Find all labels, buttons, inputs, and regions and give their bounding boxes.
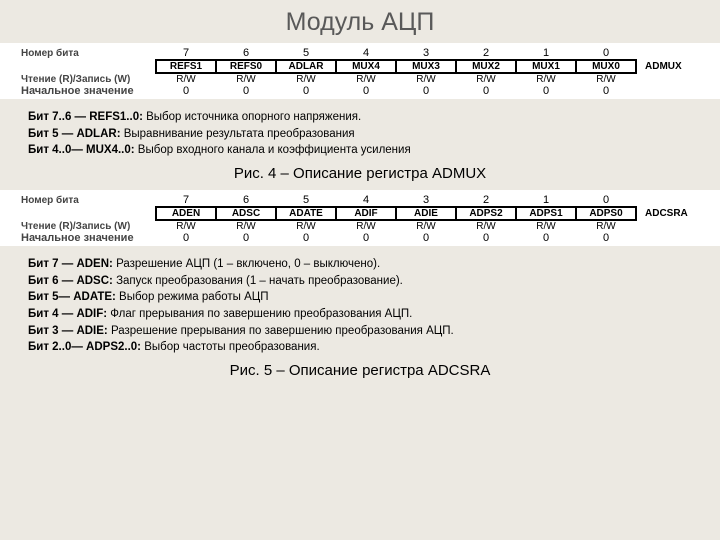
- row-label-bitnum: Номер бита: [15, 47, 156, 60]
- bit-cell: ADSC: [216, 207, 276, 220]
- bit-cell: ADLAR: [276, 60, 336, 73]
- bit-cell: ADPS0: [576, 207, 636, 220]
- row-label-bitnum: Номер бита: [15, 194, 156, 207]
- page-title: Модуль АЦП: [0, 8, 720, 37]
- row-label-rw: Чтение (R)/Запись (W): [15, 73, 156, 85]
- row-label-init: Начальное значение: [15, 232, 156, 244]
- bit-cell: MUX0: [576, 60, 636, 73]
- bit-cell: ADATE: [276, 207, 336, 220]
- bit-cell: MUX2: [456, 60, 516, 73]
- row-label-init: Начальное значение: [15, 85, 156, 97]
- bit-cell: ADPS2: [456, 207, 516, 220]
- bit-cell: ADIF: [336, 207, 396, 220]
- bit-cell: MUX1: [516, 60, 576, 73]
- bit-cell: REFS1: [156, 60, 216, 73]
- bit-cell: REFS0: [216, 60, 276, 73]
- bit-cell: ADEN: [156, 207, 216, 220]
- figure-5-caption: Рис. 5 – Описание регистра ADCSRA: [0, 362, 720, 379]
- register-admux-table: Номер бита 7 6 5 4 3 2 1 0 REFS1 REFS0 A…: [0, 43, 720, 99]
- bit-cell: MUX3: [396, 60, 456, 73]
- admux-description: Бит 7..6 — REFS1..0: Выбор источника опо…: [28, 109, 720, 159]
- register-name: ADCSRA: [636, 207, 705, 220]
- register-adcsra-table: Номер бита 7 6 5 4 3 2 1 0 ADEN ADSC ADA…: [0, 190, 720, 246]
- register-name: ADMUX: [636, 60, 705, 73]
- bit-cell: ADPS1: [516, 207, 576, 220]
- adcsra-description: Бит 7 — ADEN: Разрешение АЦП (1 – включе…: [28, 256, 720, 356]
- figure-4-caption: Рис. 4 – Описание регистра ADMUX: [0, 165, 720, 182]
- row-label-rw: Чтение (R)/Запись (W): [15, 220, 156, 232]
- bit-cell: MUX4: [336, 60, 396, 73]
- bit-cell: ADIE: [396, 207, 456, 220]
